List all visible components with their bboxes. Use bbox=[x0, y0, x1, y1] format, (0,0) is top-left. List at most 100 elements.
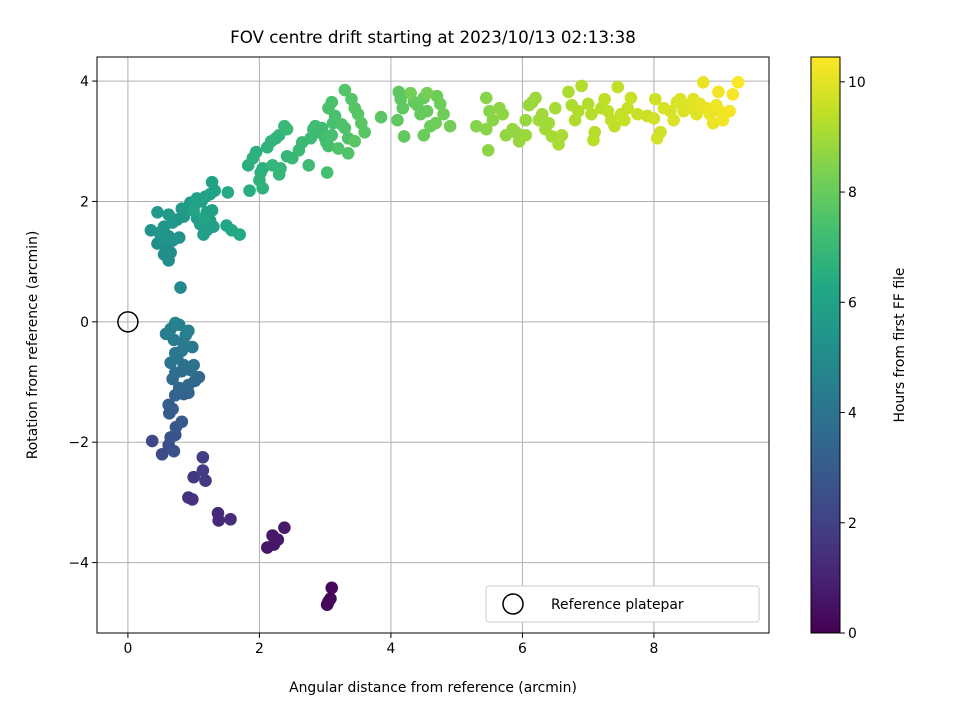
y-axis-ticks: −4 −2 0 2 4 bbox=[69, 74, 97, 572]
colorbar-tick-label: 2 bbox=[848, 516, 857, 532]
legend-marker-icon bbox=[502, 593, 524, 615]
data-point bbox=[654, 125, 667, 139]
data-point bbox=[706, 116, 720, 130]
data-point bbox=[320, 166, 334, 179]
data-point bbox=[151, 205, 164, 219]
data-point bbox=[549, 101, 562, 115]
data-point bbox=[486, 113, 500, 127]
data-point bbox=[224, 512, 237, 526]
data-point bbox=[325, 128, 339, 142]
data-point bbox=[585, 107, 598, 121]
data-point bbox=[278, 521, 291, 534]
y-tick-label: 4 bbox=[80, 74, 89, 90]
data-point bbox=[496, 107, 509, 121]
plot-area: 0 2 4 6 8 −4 −2 0 2 4 bbox=[69, 56, 770, 657]
chart-title: FOV centre drift starting at 2023/10/13 … bbox=[230, 27, 636, 47]
data-point bbox=[519, 128, 533, 142]
reference-marker bbox=[117, 311, 139, 333]
data-point bbox=[302, 159, 316, 172]
data-point bbox=[621, 101, 634, 115]
data-point bbox=[196, 450, 210, 464]
data-point bbox=[404, 86, 417, 100]
colorbar-gradient bbox=[810, 56, 841, 634]
data-point bbox=[479, 122, 493, 136]
data-point bbox=[716, 113, 730, 127]
plot-frame bbox=[96, 56, 770, 634]
data-point bbox=[145, 434, 159, 448]
data-point bbox=[249, 145, 263, 159]
y-tick-label: −2 bbox=[69, 435, 89, 451]
data-point bbox=[437, 107, 450, 121]
y-tick-label: 2 bbox=[80, 194, 89, 210]
legend-label: Reference platepar bbox=[551, 597, 684, 613]
data-point bbox=[341, 147, 355, 160]
data-point bbox=[429, 116, 442, 130]
data-point bbox=[581, 97, 595, 111]
data-point bbox=[647, 112, 661, 125]
data-point bbox=[690, 107, 703, 121]
colorbar-tick-label: 6 bbox=[848, 295, 857, 311]
data-point bbox=[233, 228, 246, 241]
data-point bbox=[470, 119, 483, 133]
colorbar: 0 2 4 6 8 10 Hours from first FF file bbox=[810, 56, 908, 642]
legend-box bbox=[485, 585, 760, 623]
data-point bbox=[598, 92, 611, 106]
data-point bbox=[205, 204, 219, 217]
y-axis-label: Rotation from reference (arcmin) bbox=[25, 231, 41, 460]
data-point bbox=[182, 324, 195, 338]
data-point bbox=[155, 447, 169, 461]
data-point bbox=[192, 370, 206, 384]
data-point bbox=[575, 79, 588, 93]
data-point bbox=[211, 506, 225, 520]
data-point bbox=[479, 91, 493, 105]
colorbar-ticks: 0 2 4 6 8 10 bbox=[840, 75, 866, 642]
data-point bbox=[696, 75, 710, 89]
x-tick-label: 4 bbox=[386, 641, 395, 657]
colorbar-label: Hours from first FF file bbox=[892, 268, 908, 423]
data-point bbox=[391, 113, 404, 127]
x-tick-label: 0 bbox=[123, 641, 132, 657]
data-point bbox=[175, 415, 189, 429]
data-point bbox=[338, 83, 352, 97]
data-point bbox=[618, 113, 631, 127]
data-point bbox=[562, 85, 575, 99]
data-point bbox=[324, 592, 337, 605]
data-point bbox=[608, 119, 621, 133]
data-point bbox=[433, 97, 447, 111]
data-point bbox=[196, 464, 210, 477]
colorbar-tick-label: 4 bbox=[848, 406, 857, 422]
data-point bbox=[322, 139, 335, 153]
scatter-points bbox=[144, 75, 745, 612]
data-point bbox=[199, 474, 212, 488]
data-point bbox=[221, 186, 235, 199]
reference-marker-group bbox=[117, 311, 139, 333]
x-tick-label: 8 bbox=[650, 641, 659, 657]
data-point bbox=[187, 358, 200, 372]
data-point bbox=[266, 529, 279, 542]
data-point bbox=[396, 101, 410, 115]
data-point bbox=[197, 212, 210, 225]
data-point bbox=[166, 234, 179, 247]
data-point bbox=[256, 162, 269, 175]
data-point bbox=[397, 130, 411, 143]
data-point bbox=[374, 110, 388, 124]
data-point bbox=[414, 107, 427, 121]
data-point bbox=[187, 204, 200, 217]
data-point bbox=[420, 86, 434, 100]
data-point bbox=[243, 184, 256, 197]
data-point bbox=[519, 113, 533, 127]
data-point bbox=[624, 91, 638, 105]
legend: Reference platepar bbox=[485, 585, 760, 623]
data-point bbox=[272, 168, 286, 181]
data-point bbox=[190, 192, 204, 205]
data-point bbox=[712, 85, 725, 99]
data-point bbox=[280, 122, 294, 136]
data-point bbox=[611, 80, 625, 94]
data-point bbox=[315, 121, 329, 135]
data-point bbox=[648, 92, 662, 106]
data-point bbox=[332, 142, 345, 155]
data-point bbox=[568, 113, 582, 127]
data-point bbox=[529, 91, 542, 105]
data-point bbox=[168, 316, 182, 330]
